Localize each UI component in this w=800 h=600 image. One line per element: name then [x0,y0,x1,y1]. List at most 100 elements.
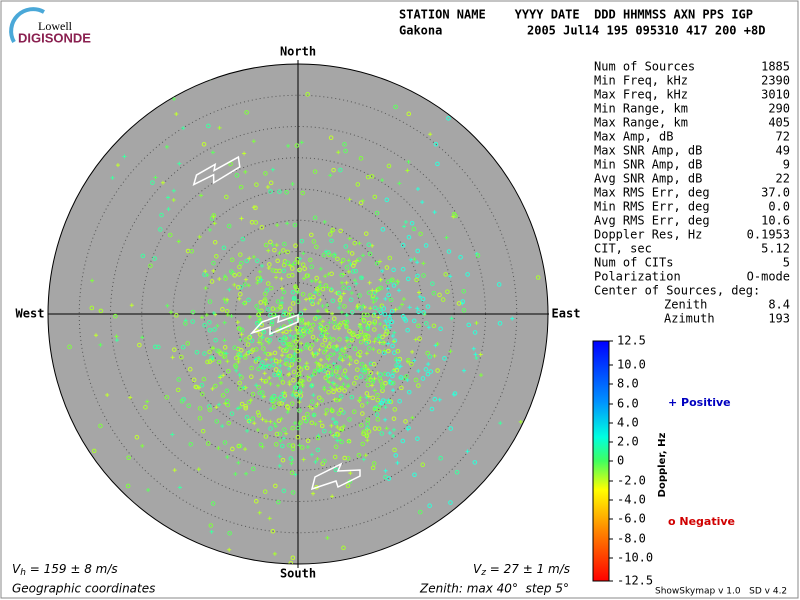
source-point [319,423,325,429]
source-point [148,263,153,269]
source-point [421,273,426,278]
source-point [222,338,227,343]
source-point [449,316,454,321]
source-point [351,330,356,336]
source-point [420,376,426,381]
source-point [393,104,398,110]
source-point [168,310,173,315]
source-point [430,281,435,286]
source-point [321,326,327,332]
legend-negative: o Negative [668,515,735,528]
source-point [341,291,346,296]
source-point [199,391,205,397]
source-point [248,398,253,403]
source-point [220,393,226,398]
source-point [243,404,248,409]
source-point [342,349,347,354]
source-point [295,382,301,387]
source-point [347,197,352,202]
source-point [417,336,422,341]
source-point [253,205,258,211]
source-point [271,312,277,318]
source-point [213,337,218,343]
source-point [256,312,262,318]
source-point [255,276,261,281]
source-point [400,302,405,307]
source-point [364,395,369,400]
source-point [372,327,377,332]
source-point [358,329,364,335]
source-point [335,374,340,379]
source-point [91,448,97,454]
source-point [261,346,266,351]
source-point [388,399,394,405]
source-point [315,447,321,453]
source-point [365,438,370,443]
source-point [295,290,300,295]
source-point [226,223,232,229]
source-point [176,377,182,382]
source-point [229,314,234,319]
source-point [299,341,304,346]
source-point [380,398,386,403]
source-point [293,394,299,399]
source-point [200,428,206,434]
source-point [339,310,344,315]
source-point [113,313,118,319]
source-point [299,140,304,145]
vh-sub: h [20,568,26,578]
source-point [218,380,223,385]
source-point [211,268,216,273]
source-point [465,272,470,277]
stat-value: 9 [783,158,790,172]
source-point [418,231,423,237]
source-point [403,318,409,323]
stat-label: Min Range, km [594,102,688,116]
source-point [338,394,344,399]
source-point [390,334,395,339]
source-point [427,354,433,359]
source-point [279,401,284,406]
source-point [331,389,336,395]
source-point [465,449,470,454]
source-point [471,346,476,351]
stat-value: 10.6 [761,214,790,228]
source-point [405,359,410,364]
source-point [358,422,364,428]
source-point [372,339,377,344]
source-point [371,347,376,352]
source-point [199,315,204,320]
source-point [209,529,214,534]
source-point [355,367,360,372]
stat-value: 290 [768,102,790,116]
source-point [256,307,261,312]
source-point [286,143,291,148]
source-point [387,313,392,318]
source-point [281,397,286,402]
source-point [466,322,472,328]
source-point [336,290,342,296]
source-point [250,391,256,397]
source-point [254,258,260,264]
source-point [233,471,238,476]
source-point [396,288,401,293]
source-point [67,344,72,350]
source-point [273,367,279,372]
source-point [235,406,240,411]
source-point [341,424,346,429]
source-point [448,349,453,354]
source-point [369,174,375,179]
source-point [375,417,381,422]
source-point [371,378,376,383]
source-point [281,248,286,253]
source-point [340,358,345,363]
source-point [295,348,300,354]
source-point [510,316,515,321]
source-point [352,346,358,351]
source-point [238,260,244,266]
source-point [224,194,229,200]
source-point [227,287,232,292]
source-point [238,337,243,342]
stat-label: Min SNR Amp, dB [594,158,702,172]
source-point [288,560,294,564]
